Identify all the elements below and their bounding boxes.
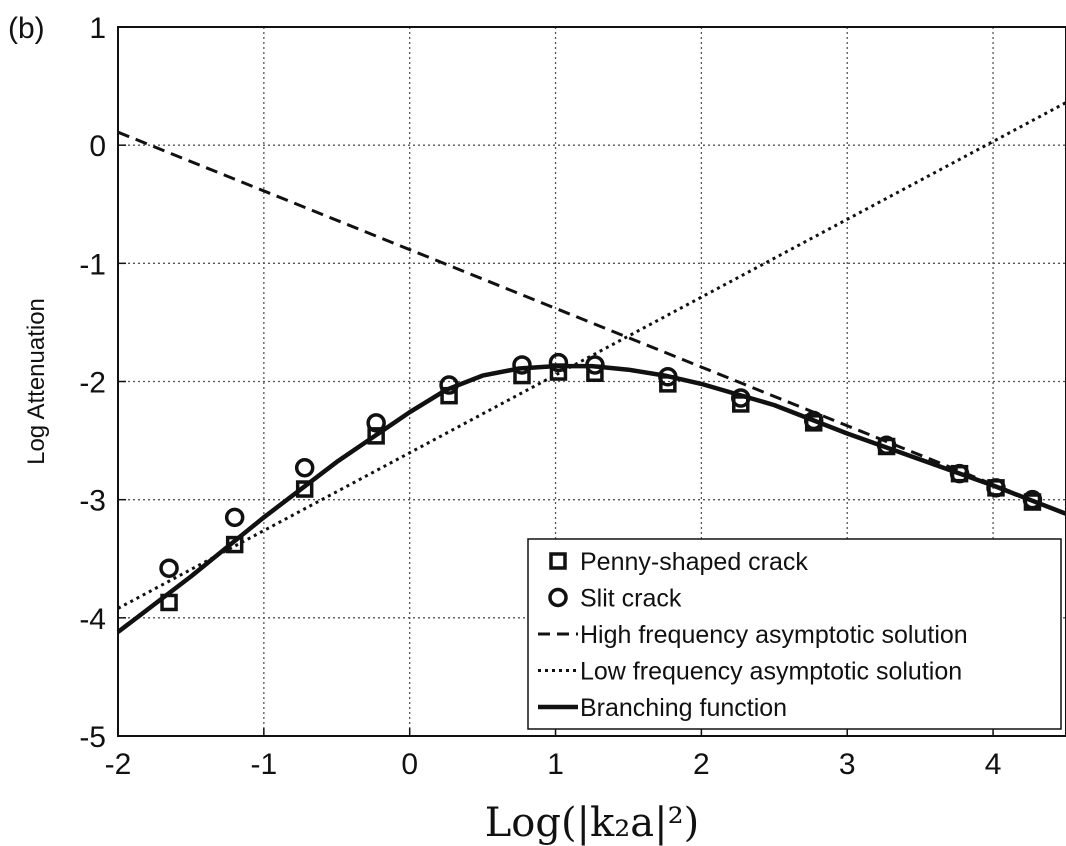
data-point-square xyxy=(225,535,244,554)
data-point-square xyxy=(586,364,604,382)
y-tick-label: -1 xyxy=(79,248,106,281)
x-tick-label: -2 xyxy=(105,748,132,781)
legend-label-high-frequency-asymptotic-solution: High frequency asymptotic solution xyxy=(580,621,968,649)
y-tick-label: 1 xyxy=(89,12,106,45)
data-point-circle xyxy=(1022,489,1043,510)
legend-symbol-square xyxy=(549,552,567,570)
x-axis-label: Log(|k₂a|²) xyxy=(485,800,700,846)
data-point-square xyxy=(367,427,385,445)
x-axis-ticks: -2 -1 0 1 2 3 4 xyxy=(105,728,1002,781)
data-point-circle xyxy=(512,355,532,375)
series-markers-slit-crack xyxy=(159,352,1043,578)
data-point-circle xyxy=(876,435,897,456)
data-point-circle xyxy=(439,375,459,395)
legend-symbol-circle xyxy=(548,587,568,608)
data-point-circle xyxy=(294,458,315,478)
data-point-circle xyxy=(366,413,386,433)
data-point-square xyxy=(440,386,458,405)
series-line-branching-function xyxy=(116,363,1066,634)
data-point-circle xyxy=(585,355,605,375)
data-point-circle xyxy=(731,388,751,408)
legend-label-penny-shaped-crack: Penny-shaped crack xyxy=(580,548,808,576)
x-tick-label: 4 xyxy=(985,748,1002,781)
y-axis-label: Log Attenuation xyxy=(23,298,50,465)
y-tick-label: 0 xyxy=(89,130,106,163)
series-line-high-frequency-asymptotic-solution xyxy=(117,130,1066,516)
y-axis-ticks: -5 -4 -3 -2 -1 0 1 xyxy=(79,12,126,754)
legend-label-slit-crack: Slit crack xyxy=(580,585,682,613)
data-point-circle xyxy=(159,558,179,578)
data-point-circle xyxy=(658,367,678,387)
series-line-low-frequency-asymptotic-solution xyxy=(117,101,1066,610)
x-tick-label: 3 xyxy=(839,748,856,781)
legend-label-low-frequency-asymptotic-solution: Low frequency asymptotic solution xyxy=(580,658,962,686)
y-tick-label: -2 xyxy=(79,367,106,400)
y-tick-label: -3 xyxy=(79,485,106,518)
data-point-square xyxy=(513,366,531,385)
data-point-circle xyxy=(548,352,569,373)
x-tick-label: -1 xyxy=(251,748,278,781)
data-point-circle xyxy=(986,478,1006,498)
data-point-square xyxy=(295,480,314,498)
x-tick-label: 0 xyxy=(401,748,418,781)
x-tick-label: 1 xyxy=(547,748,564,781)
data-point-square xyxy=(549,363,568,381)
series-group xyxy=(116,101,1066,634)
data-point-square xyxy=(160,593,178,612)
y-tick-label: -4 xyxy=(79,603,106,636)
data-point-square xyxy=(659,375,677,393)
data-point-circle xyxy=(949,463,970,484)
data-point-circle xyxy=(803,410,824,431)
data-point-circle xyxy=(224,507,245,528)
legend-label-branching-function: Branching function xyxy=(580,694,787,722)
legend: Penny-shaped crack Slit crack High frequen… xyxy=(527,538,1062,730)
x-tick-label: 2 xyxy=(693,748,710,781)
y-tick-label: -5 xyxy=(79,721,106,754)
legend-box xyxy=(527,538,1062,730)
panel-label: (b) xyxy=(8,12,45,45)
